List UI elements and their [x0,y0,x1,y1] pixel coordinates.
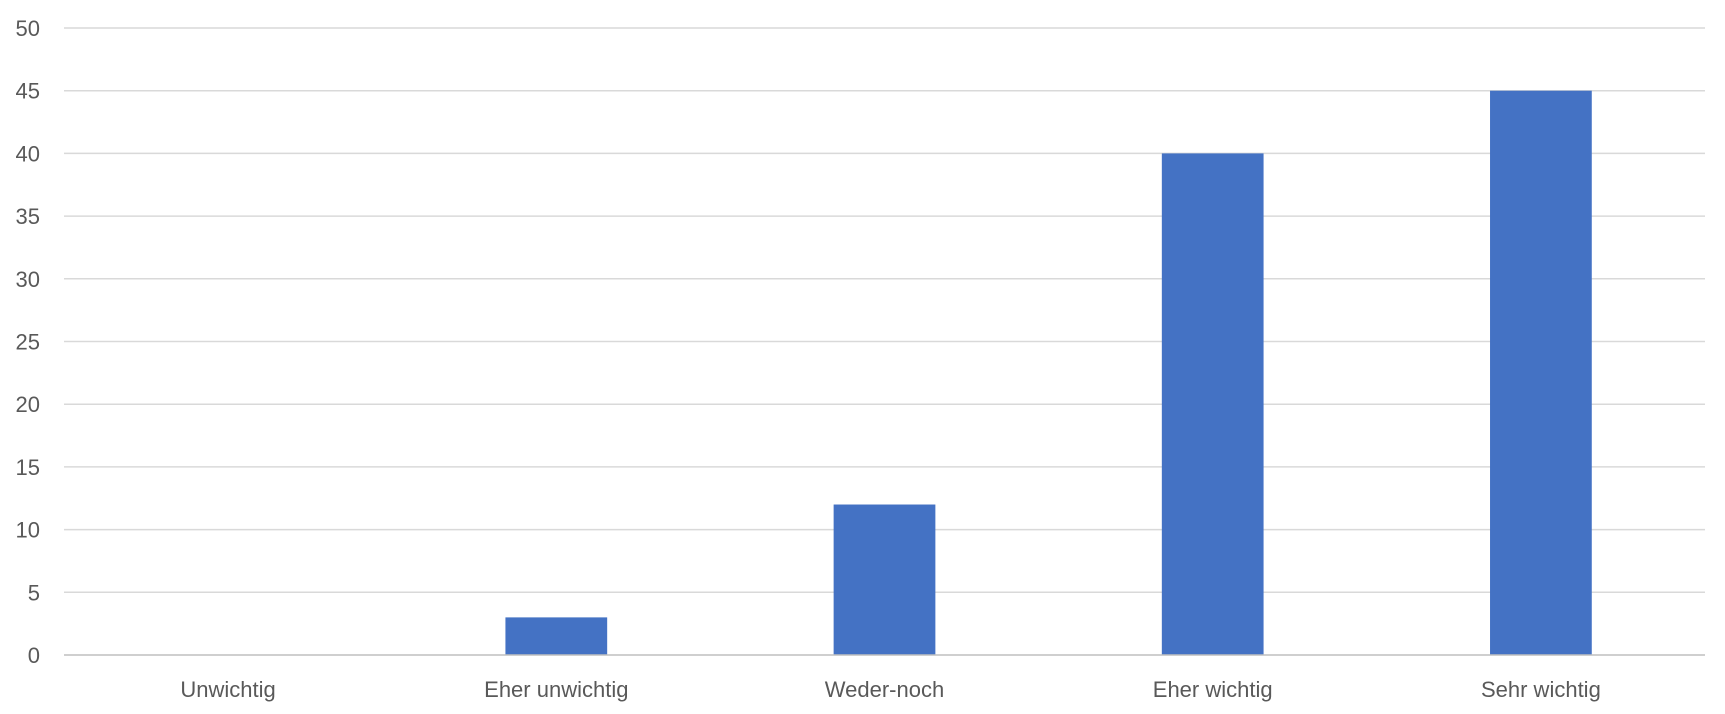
y-tick-label: 10 [16,518,40,543]
bar-2 [833,504,936,655]
bar-3 [1161,153,1264,655]
y-axis-tick-labels: 0 5 10 15 20 25 30 35 40 45 50 [16,16,40,668]
y-tick-label: 5 [28,580,40,605]
y-tick-label: 45 [16,79,40,104]
y-tick-label: 30 [16,267,40,292]
y-tick-label: 0 [28,643,40,668]
y-tick-label: 15 [16,455,40,480]
gridlines [64,27,1705,594]
y-tick-label: 50 [16,16,40,41]
y-tick-label: 25 [16,330,40,355]
y-tick-label: 20 [16,392,40,417]
y-tick-label: 35 [16,204,40,229]
bars [505,90,1592,655]
x-tick-label: Eher wichtig [1153,677,1273,702]
bar-1 [505,617,608,655]
x-tick-label: Eher unwichtig [484,677,628,702]
x-axis-tick-labels: Unwichtig Eher unwichtig Weder-noch Eher wi… [180,677,1600,702]
x-tick-label: Sehr wichtig [1481,677,1601,702]
x-tick-label: Weder-noch [825,677,944,702]
bar-4 [1490,90,1592,655]
y-tick-label: 40 [16,141,40,166]
x-tick-label: Unwichtig [180,677,275,702]
